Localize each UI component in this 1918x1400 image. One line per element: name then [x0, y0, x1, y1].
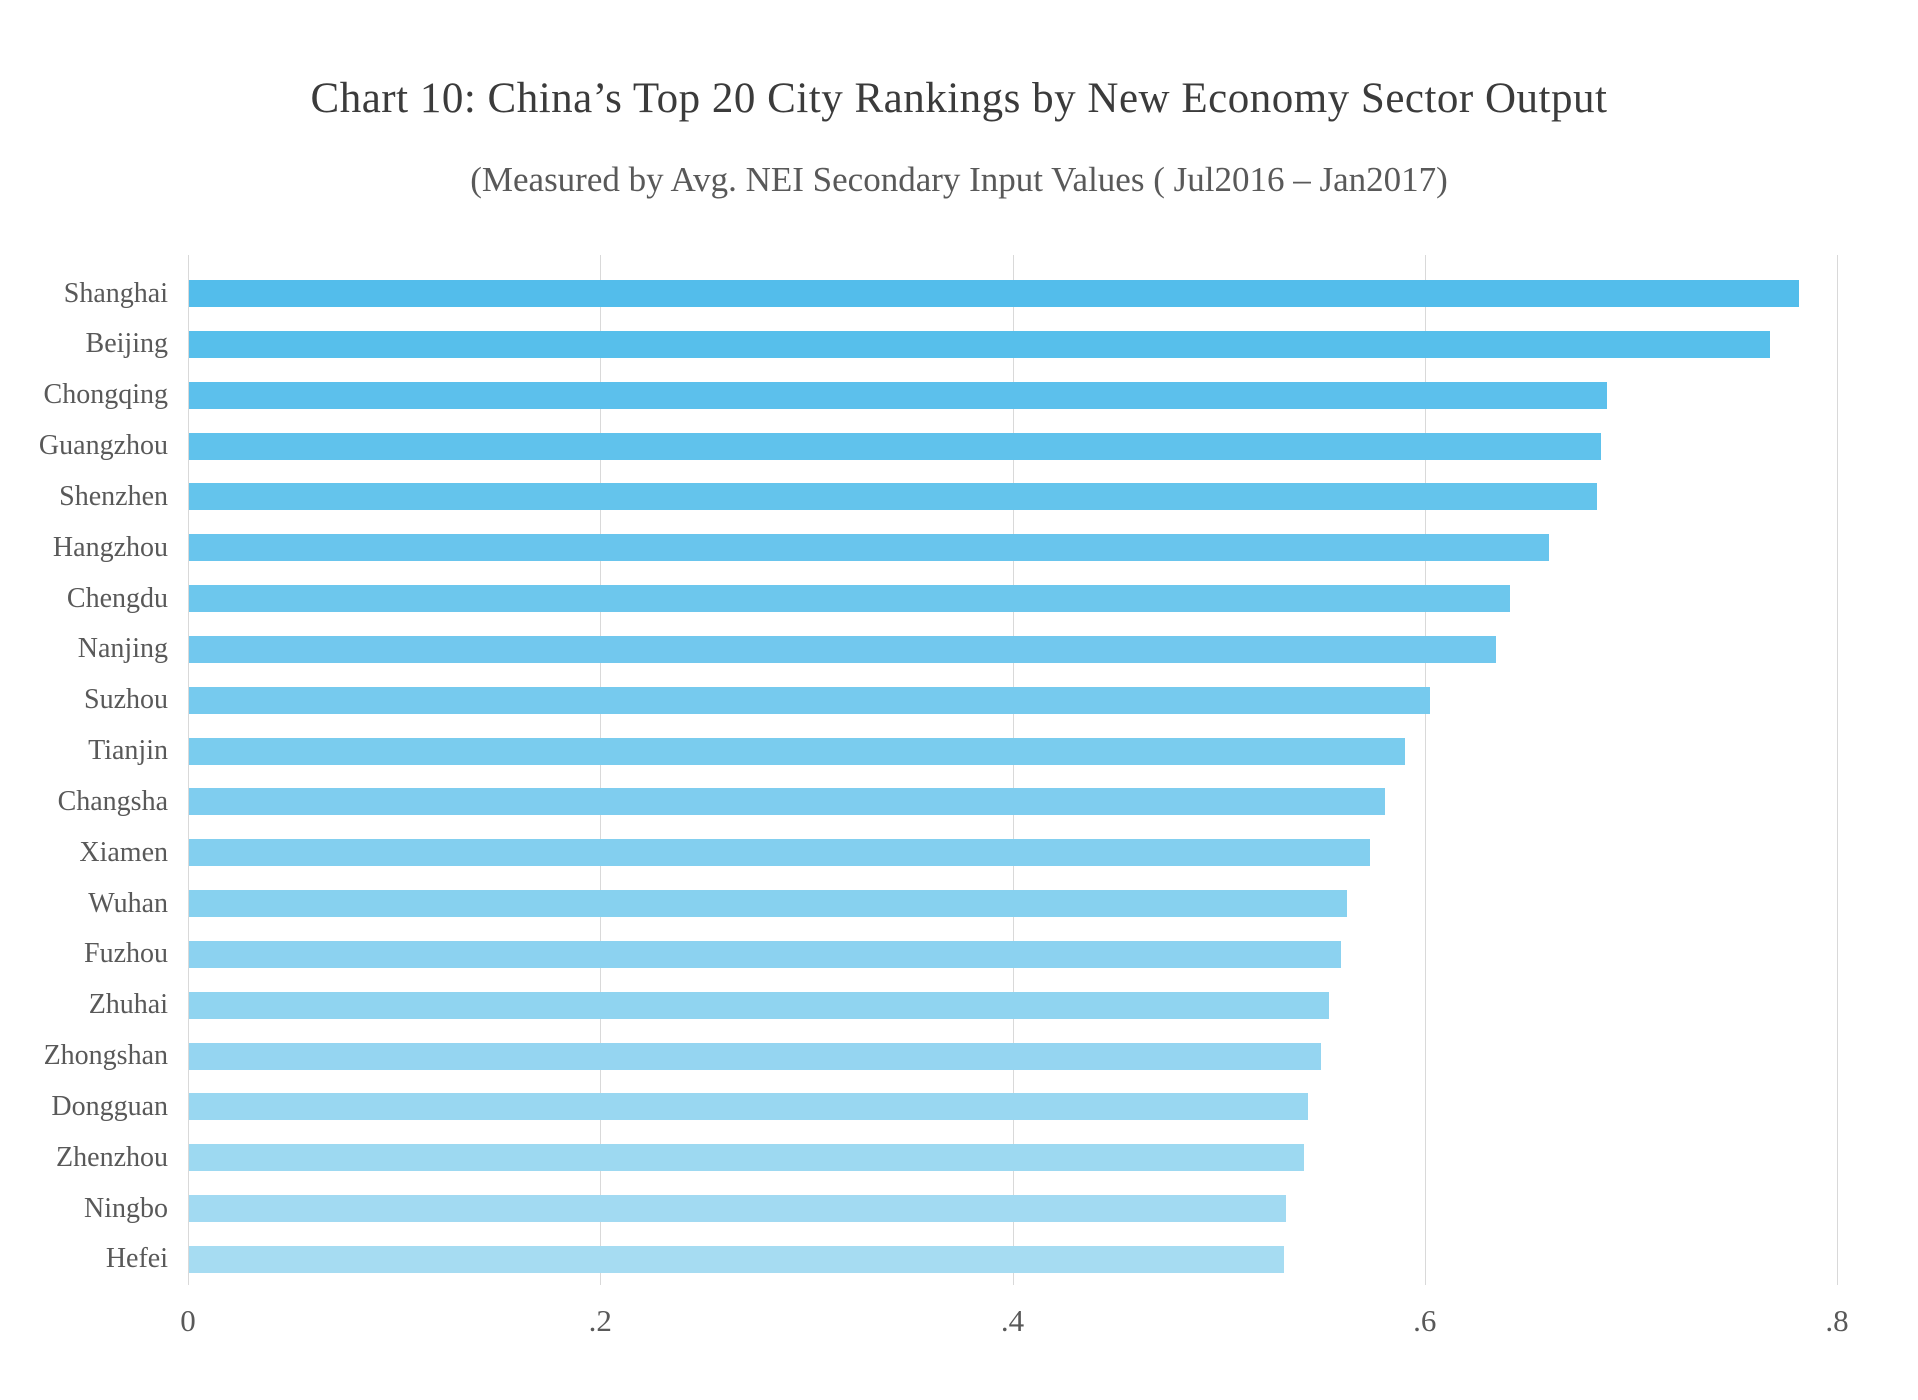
- chart-bar-guangzhou: [189, 432, 1601, 460]
- category-label-xiamen: Xiamen: [79, 836, 168, 868]
- x-tick-label: .2: [588, 1303, 612, 1338]
- chart-bar-tianjin: [189, 737, 1406, 765]
- chart-bar-nanjing: [189, 635, 1496, 663]
- chart-bar-chongqing: [189, 381, 1608, 409]
- chart-bar-fuzhou: [189, 940, 1342, 968]
- category-label-shenzhen: Shenzhen: [59, 480, 168, 512]
- chart-bar-wuhan: [189, 890, 1348, 918]
- category-label-guangzhou: Guangzhou: [38, 430, 168, 462]
- category-label-beijing: Beijing: [85, 328, 168, 360]
- category-label-fuzhou: Fuzhou: [84, 938, 168, 970]
- plot-area: [188, 255, 1838, 1285]
- chart-bar-zhuhai: [189, 991, 1329, 1019]
- gridline-x-0: [188, 255, 189, 1285]
- x-tick-label: 0: [180, 1303, 196, 1338]
- category-label-dongguan: Dongguan: [51, 1090, 168, 1122]
- chart-bar-beijing: [189, 330, 1770, 358]
- chart-subtitle: (Measured by Avg. NEI Secondary Input Va…: [470, 160, 1448, 199]
- chart-title: Chart 10: China’s Top 20 City Rankings b…: [310, 75, 1608, 122]
- category-label-wuhan: Wuhan: [88, 887, 168, 919]
- chart-bar-zhenzhou: [189, 1144, 1305, 1172]
- chart-bar-xiamen: [189, 839, 1371, 867]
- gridline-x-.8: [1837, 255, 1838, 1285]
- category-label-hefei: Hefei: [105, 1243, 168, 1275]
- category-label-ningbo: Ningbo: [84, 1192, 168, 1224]
- chart-bar-chengdu: [189, 585, 1511, 613]
- chart-bar-zhongshan: [189, 1042, 1321, 1070]
- category-label-tianjin: Tianjin: [88, 735, 168, 767]
- gridline-x-.2: [600, 255, 602, 1285]
- chart-bar-changsha: [189, 788, 1385, 816]
- chart-bar-suzhou: [189, 686, 1430, 714]
- chart-bar-shanghai: [189, 280, 1799, 307]
- category-label-chengdu: Chengdu: [66, 582, 168, 614]
- category-label-chongqing: Chongqing: [43, 379, 168, 411]
- gridline-x-.6: [1424, 255, 1426, 1285]
- x-tick-label: .4: [1000, 1303, 1025, 1338]
- category-label-zhenzhou: Zhenzhou: [56, 1141, 168, 1173]
- category-label-suzhou: Suzhou: [84, 684, 168, 716]
- chart-bar-ningbo: [189, 1195, 1286, 1223]
- category-label-zhuhai: Zhuhai: [88, 989, 168, 1021]
- chart-bar-dongguan: [189, 1093, 1309, 1121]
- x-tick-label: .6: [1413, 1303, 1437, 1338]
- category-label-nanjing: Nanjing: [77, 633, 168, 665]
- category-label-shanghai: Shanghai: [63, 277, 168, 309]
- category-label-zhongshan: Zhongshan: [43, 1040, 168, 1072]
- chart-bar-shenzhen: [189, 483, 1597, 511]
- x-tick-label: .8: [1825, 1303, 1849, 1338]
- chart-bar-hefei: [189, 1245, 1284, 1273]
- category-label-changsha: Changsha: [57, 785, 168, 817]
- chart-bar-hangzhou: [189, 534, 1550, 562]
- gridline-x-.4: [1012, 255, 1014, 1285]
- category-label-hangzhou: Hangzhou: [52, 531, 168, 563]
